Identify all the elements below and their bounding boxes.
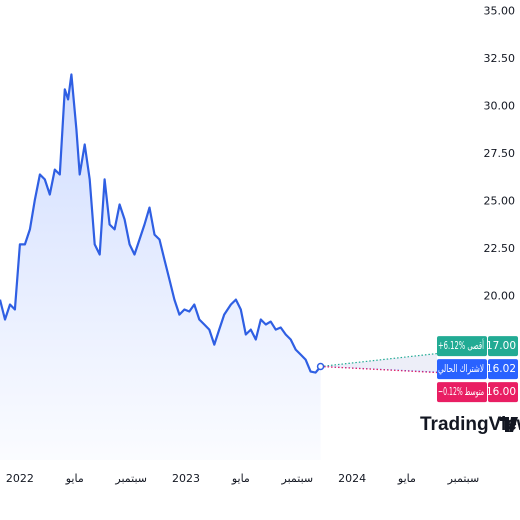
x-tick-label: سبتمبر	[114, 472, 147, 485]
forecast-name: −0.12% متوسط	[438, 386, 484, 398]
y-tick-label: 22.50	[484, 242, 516, 255]
x-tick-label: 2024	[338, 472, 366, 485]
y-tick-label: 32.50	[484, 52, 516, 65]
x-tick-label: مايو	[231, 472, 250, 485]
forecast-value-box	[488, 359, 518, 380]
x-tick-label: مايو	[65, 472, 84, 485]
logo: TradingView	[420, 414, 520, 435]
forecast-name: لاشتراك الحالي	[438, 363, 484, 375]
x-tick-label: مايو	[397, 472, 416, 485]
price-line	[0, 73, 322, 374]
y-tick-label: 35.00	[484, 4, 516, 17]
forecast-name-box	[437, 359, 487, 380]
y-tick-label: 27.50	[484, 147, 516, 160]
y-tick-label: 30.00	[484, 99, 516, 112]
x-tick-label: سبتمبر	[447, 472, 480, 485]
logo-icon	[500, 417, 518, 432]
x-tick-label: 2023	[172, 472, 200, 485]
x-tick-label: سبتمبر	[281, 472, 314, 485]
y-tick-label: 25.00	[484, 194, 516, 207]
forecast-value: 17.00	[486, 340, 516, 352]
forecast-name: +6.12% أقصى	[438, 338, 484, 352]
forecast-value: 16.00	[486, 386, 516, 398]
forecast-value-box	[488, 382, 518, 403]
area	[0, 74, 321, 460]
last-point	[316, 362, 325, 371]
forecast-name-box	[437, 382, 487, 403]
y-tick-label: 20.00	[484, 290, 516, 303]
forecast-value-box	[488, 336, 518, 357]
forecast-name-box	[437, 336, 487, 357]
logo-text: TradingView	[420, 414, 520, 435]
forecast-band	[320, 353, 437, 373]
x-tick-label: 2022	[6, 472, 34, 485]
forecast-value: 16.02	[486, 363, 516, 375]
